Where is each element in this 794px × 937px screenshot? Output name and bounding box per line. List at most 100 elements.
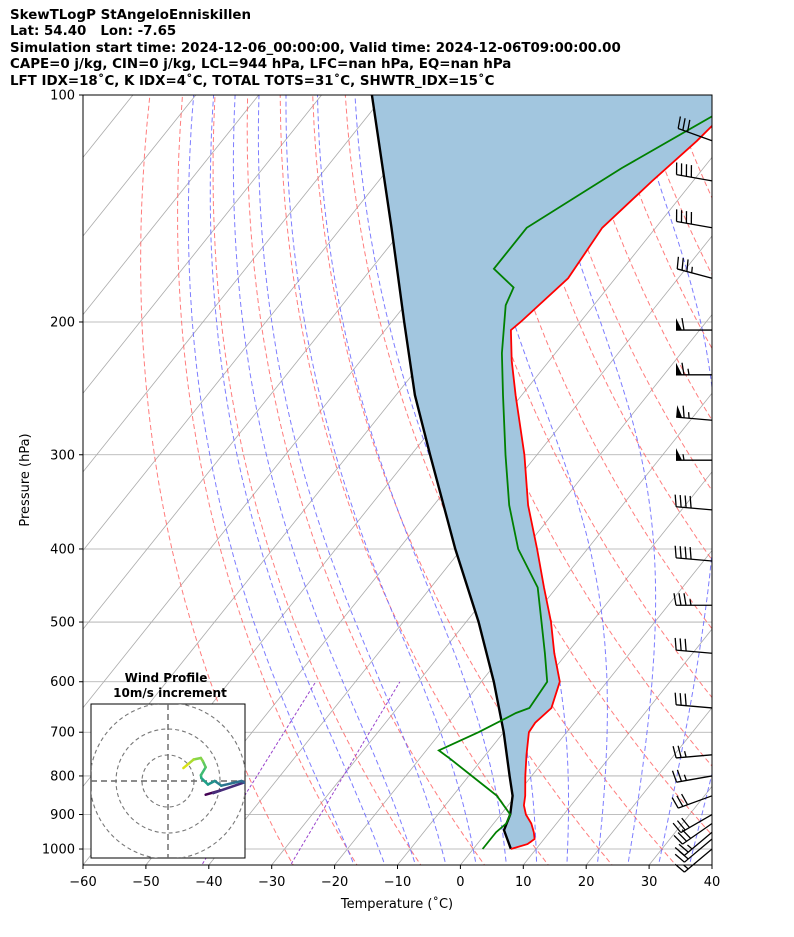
wind-barb <box>675 209 713 229</box>
y-tick-label: 100 <box>50 89 75 104</box>
y-tick-label: 800 <box>50 769 75 784</box>
wind-barb <box>674 831 713 856</box>
barb-staff <box>684 838 713 863</box>
x-axis-label: Temperature (˚C) <box>340 896 453 912</box>
dry-adiabat <box>507 95 712 561</box>
moist-adiabat <box>232 95 417 865</box>
barb-flag <box>676 405 683 418</box>
barb-full <box>686 259 689 272</box>
isotherm <box>522 628 712 865</box>
moist-adiabat <box>532 95 657 865</box>
barb-full <box>671 770 678 783</box>
wind-barb <box>671 793 713 809</box>
barb-staff <box>676 775 713 783</box>
dewpoint-line <box>437 115 712 850</box>
dry-adiabat <box>475 95 712 630</box>
barb-full <box>674 637 677 651</box>
barb-staff <box>684 848 713 873</box>
wind-barb <box>674 692 713 709</box>
barb-staff <box>676 704 713 709</box>
dry-adiabat <box>670 95 712 200</box>
chart-header: SkewTLogP StAngeloEnniskillen Lat: 54.40… <box>10 8 621 90</box>
barb-flag <box>676 318 682 331</box>
y-tick-label: 400 <box>50 542 75 557</box>
wind-barb <box>671 769 713 783</box>
barb-full <box>676 256 680 270</box>
barb-staff <box>682 822 713 845</box>
barb-full <box>674 846 685 856</box>
header-latlon: Lat: 54.40 Lon: -7.65 <box>10 24 177 40</box>
isotherm <box>83 95 260 316</box>
barb-full <box>686 119 691 132</box>
wind-barb <box>672 813 713 834</box>
cape-cin-area <box>371 95 712 849</box>
wind-barb <box>674 545 713 562</box>
barb-full <box>674 692 677 705</box>
wind-barb <box>677 116 713 142</box>
hodograph-segment <box>240 779 245 785</box>
x-tick-label: 20 <box>578 875 595 890</box>
isotherm <box>585 707 712 865</box>
barb-full <box>681 362 685 375</box>
barb-half <box>689 599 692 606</box>
barb-full <box>679 495 682 508</box>
header-station: SkewTLogP StAngeloEnniskillen <box>10 8 252 23</box>
dry-adiabat <box>312 95 613 865</box>
barb-full <box>681 793 689 806</box>
dry-adiabat <box>140 95 294 865</box>
y-tick-label: 1000 <box>42 843 75 858</box>
barb-full <box>679 693 682 706</box>
barb-full <box>676 769 683 782</box>
isotherm <box>460 549 712 865</box>
barb-half <box>687 844 693 850</box>
wind-barb <box>676 362 712 376</box>
barb-full <box>673 593 677 606</box>
barb-staff <box>676 174 713 182</box>
header-cape: CAPE=0 j/kg, CIN=0 j/kg, LCL=944 hPa, LF… <box>10 57 512 73</box>
barb-full <box>684 546 687 559</box>
hodograph-segment <box>220 779 243 787</box>
barb-full <box>683 593 687 606</box>
header-indices: LFT IDX=18˚C, K IDX=4˚C, TOTAL TOTS=31˚C… <box>10 73 495 89</box>
barb-full <box>682 405 685 418</box>
x-tick-label: 30 <box>641 875 658 890</box>
moist-adiabat <box>187 95 355 865</box>
isotherm <box>271 313 712 865</box>
isotherm <box>83 95 448 552</box>
dry-adiabat <box>736 95 794 868</box>
wind-barb <box>672 745 713 759</box>
isotherm <box>711 864 712 865</box>
isotherm <box>83 95 385 473</box>
barb-half <box>691 266 693 273</box>
barb-staff <box>676 506 713 511</box>
barb-full <box>676 820 686 831</box>
wind-barb <box>673 593 712 606</box>
barb-full <box>684 495 687 508</box>
hodograph-segment <box>213 779 223 787</box>
barb-full <box>682 118 686 131</box>
barb-full <box>676 795 684 807</box>
barb-staff <box>676 649 713 654</box>
barb-full <box>674 494 677 507</box>
x-tick-label: −30 <box>258 875 285 890</box>
dry-adiabat <box>605 95 712 350</box>
isotherm <box>0 95 70 865</box>
barb-half <box>682 454 685 461</box>
wind-profile-inset: Wind Profile 10m/s increment <box>90 671 246 859</box>
barb-full <box>671 797 679 809</box>
barb-staff <box>680 813 713 834</box>
barb-full <box>673 835 683 845</box>
barb-half <box>687 368 690 375</box>
barb-full <box>672 822 682 833</box>
header-times: Simulation start time: 2024-12-06_00:00:… <box>10 40 621 56</box>
wind-barb <box>676 405 713 421</box>
wind-barb <box>676 317 712 331</box>
barb-full <box>681 317 685 331</box>
barb-full <box>678 843 689 853</box>
wind-barb <box>674 494 713 511</box>
barb-half <box>683 751 687 758</box>
barb-full <box>679 546 682 559</box>
barb-full <box>684 638 687 652</box>
y-tick-label: 300 <box>50 448 75 463</box>
